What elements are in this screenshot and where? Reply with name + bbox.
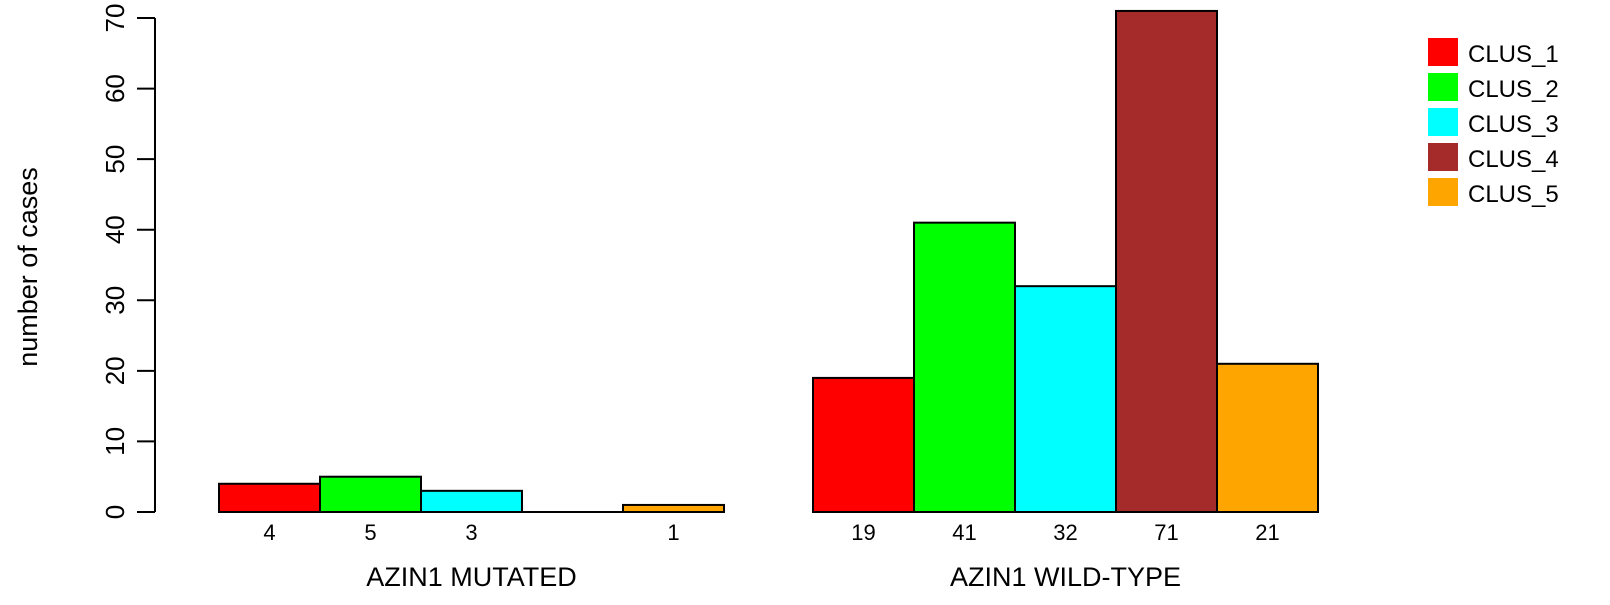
legend-swatch (1428, 178, 1458, 206)
legend-label: CLUS_2 (1468, 76, 1559, 103)
group-label: AZIN1 WILD-TYPE (950, 562, 1181, 592)
y-tick-label: 50 (100, 145, 130, 174)
bar-count-label: 3 (465, 520, 477, 545)
legend-swatch (1428, 38, 1458, 66)
bar-clus-3-group-1 (420, 489, 523, 514)
legend-label: CLUS_1 (1468, 41, 1559, 68)
y-tick-label: 30 (100, 286, 130, 315)
bar-count-label: 71 (1154, 520, 1178, 545)
y-tick-label: 20 (100, 356, 130, 385)
legend-label: CLUS_3 (1468, 111, 1559, 138)
bar-count-label: 32 (1053, 520, 1077, 545)
y-tick-label: 10 (100, 427, 130, 456)
bar-clus-1-group-1 (218, 482, 321, 513)
legend-swatch (1428, 73, 1458, 101)
bar-clus-4-group-2 (1115, 9, 1218, 513)
legend-label: CLUS_4 (1468, 146, 1559, 173)
bar-count-label: 4 (263, 520, 275, 545)
bar-clus-5-group-2 (1216, 362, 1319, 513)
y-tick-label: 60 (100, 74, 130, 103)
y-tick-label: 70 (100, 4, 130, 33)
bar-count-label: 19 (851, 520, 875, 545)
y-axis-title: number of cases (13, 167, 43, 367)
bar-count-label: 21 (1255, 520, 1279, 545)
y-tick-label: 40 (100, 215, 130, 244)
bar-labels: 4 5 3 1 AZIN1 MUTATED 19 41 32 71 21 AZIN1 WILD-TY… (263, 520, 1279, 592)
group-label: AZIN1 MUTATED (366, 562, 577, 592)
legend-label: CLUS_5 (1468, 181, 1559, 208)
bars (218, 9, 1319, 514)
bar-count-label: 41 (952, 520, 976, 545)
bar-count-label: 5 (364, 520, 376, 545)
bar-clus-3-group-2 (1014, 285, 1117, 513)
bar-clus-5-group-1 (622, 503, 725, 514)
bar-clus-2-group-2 (913, 221, 1016, 514)
legend-swatch (1428, 108, 1458, 136)
bar-clus-2-group-1 (319, 475, 422, 514)
bar-count-label: 1 (667, 520, 679, 545)
y-axis: 0 10 20 30 40 50 60 70 (100, 4, 156, 519)
y-tick-label: 0 (100, 505, 130, 519)
legend-swatch (1428, 143, 1458, 171)
bar-clus-1-group-2 (812, 376, 915, 513)
legend: CLUS_1 CLUS_2 CLUS_3 CLUS_4 CLUS_5 (1428, 38, 1559, 208)
